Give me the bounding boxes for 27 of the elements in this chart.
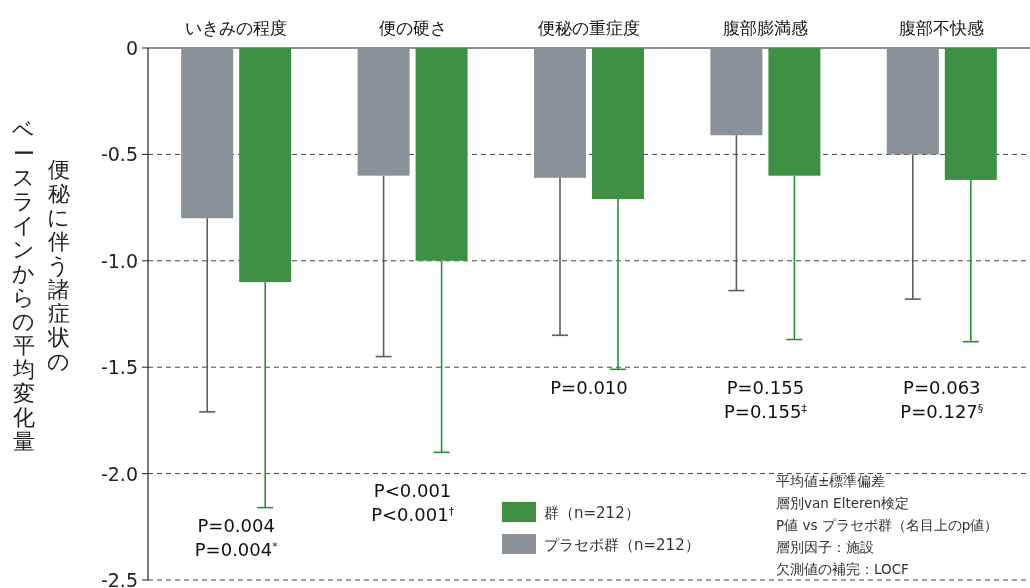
annotation: P=0.127$^{§}$ — [900, 401, 984, 422]
annotation: 欠測値の補完：LOCF — [776, 561, 909, 577]
y-tick-label: -1.5 — [100, 356, 138, 379]
legend-label: プラセボ群（n=212） — [544, 536, 700, 554]
annotation: P値 vs プラセボ群（名目上のp値） — [776, 517, 999, 533]
y-tick-label: -2.0 — [100, 462, 138, 485]
x-tick-label: 腹部不快感 — [899, 18, 985, 38]
annotation: P<0.001$^{†}$ — [371, 504, 455, 525]
x-tick-label: 便の硬さ — [378, 18, 447, 38]
annotation: P<0.001 — [373, 480, 452, 501]
annotation: P=0.010 — [550, 377, 628, 398]
annotation: P=0.155$^{‡}$ — [723, 401, 808, 422]
annotation: 層別因子：施設 — [776, 539, 874, 555]
x-tick-label: 腹部膨満感 — [722, 18, 808, 38]
y-tick-label: -0.5 — [100, 143, 138, 166]
annotation: 層別van Elteren検定 — [776, 495, 910, 511]
legend-label: 群（n=212） — [544, 504, 640, 522]
annotation: P=0.063 — [903, 377, 981, 398]
y-tick-label: -1.0 — [100, 249, 138, 272]
x-tick-label: 便秘の重症度 — [538, 18, 640, 38]
annotation: P=0.004$^{*}$ — [194, 539, 279, 560]
y-tick-label: 0 — [125, 37, 138, 59]
annotation: 平均値±標準偏差 — [776, 473, 886, 489]
annotation: P=0.155 — [726, 377, 805, 398]
y-tick-label: -2.5 — [100, 569, 138, 588]
x-tick-label: いきみの程度 — [185, 18, 288, 38]
annotation: P=0.004 — [197, 515, 275, 536]
